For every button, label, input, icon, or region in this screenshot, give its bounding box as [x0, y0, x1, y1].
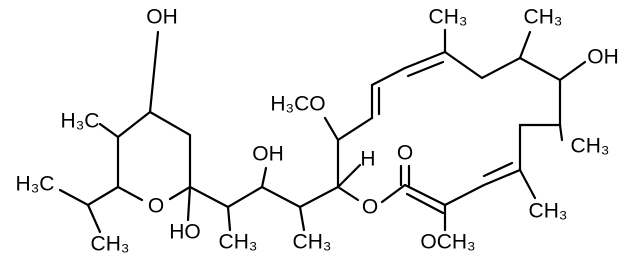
- bond: [148, 30, 160, 114]
- atom-label: O: [148, 195, 164, 218]
- bond: [518, 168, 537, 200]
- bond: [323, 116, 340, 142]
- bond: [58, 185, 120, 207]
- atom-label: CH₃: [429, 6, 468, 29]
- atom-label: OCH₃: [420, 231, 475, 254]
- atom-label: HO: [169, 221, 201, 244]
- atom-label: O: [397, 142, 413, 165]
- atom-label: H₃C: [61, 110, 100, 133]
- bond: [298, 205, 306, 232]
- bond: [336, 163, 362, 189]
- bond: [482, 168, 522, 187]
- atom-label: CH₃: [529, 200, 568, 223]
- bond: [405, 192, 445, 215]
- atom-label: CH₃: [219, 231, 258, 254]
- bond: [558, 123, 564, 142]
- atom-labels: OH H₃C H₃C CH₃ O HO OH CH₃ CH₃ H₃CO H O …: [16, 6, 619, 256]
- bond: [482, 161, 514, 178]
- atom-label: CH₃: [571, 135, 610, 158]
- bond: [336, 185, 360, 202]
- bond: [260, 166, 268, 189]
- atom-label: OH: [587, 46, 619, 69]
- bond: [380, 183, 407, 204]
- bond: [403, 50, 447, 70]
- bond: [98, 122, 120, 139]
- atom-label: OH: [252, 143, 284, 166]
- bond: [186, 185, 192, 222]
- atom-label: OH: [146, 6, 178, 29]
- atom-label: CH₃: [293, 231, 332, 254]
- bond: [518, 30, 532, 60]
- bond: [443, 50, 562, 172]
- bond: [443, 183, 486, 207]
- bond: [226, 205, 232, 232]
- bond: [148, 110, 192, 201]
- atom-label: H₃C: [16, 173, 55, 196]
- atom-label: CH₃: [524, 6, 563, 29]
- bond: [116, 110, 152, 202]
- bond: [86, 203, 102, 234]
- atom-label: O: [362, 196, 378, 219]
- bond: [406, 60, 445, 78]
- bond: [403, 183, 447, 207]
- bond: [558, 60, 587, 82]
- bond: [370, 66, 407, 87]
- atom-label: H₃CO: [270, 93, 325, 116]
- bonds: [58, 28, 587, 234]
- atom-label: H: [360, 148, 375, 171]
- atom-label: CH₃: [91, 233, 130, 256]
